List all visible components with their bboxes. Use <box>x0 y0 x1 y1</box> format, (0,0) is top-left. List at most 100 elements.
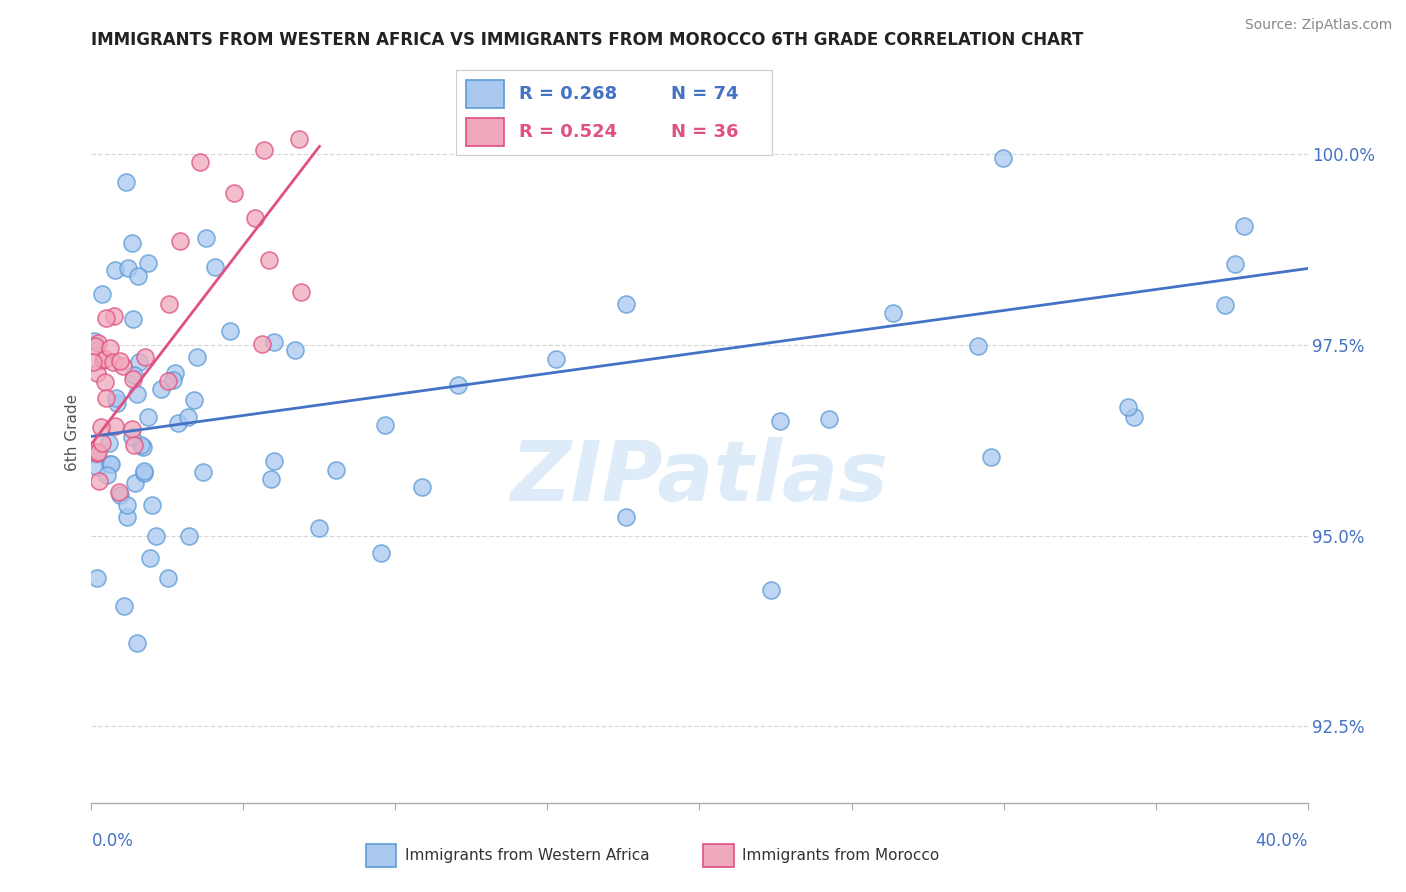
Point <box>98 457 121 471</box>
Point <box>98 341 121 355</box>
Text: Immigrants from Western Africa: Immigrants from Western Africa <box>405 848 650 863</box>
Point <box>117 260 139 275</box>
Point <box>882 306 904 320</box>
Point <box>121 430 143 444</box>
Point <box>132 464 155 478</box>
Point <box>1215 298 1237 312</box>
Point <box>86 366 108 380</box>
Point <box>374 417 396 432</box>
Point <box>108 488 131 502</box>
Point <box>87 444 110 458</box>
Point <box>165 366 187 380</box>
Point <box>112 359 135 374</box>
Point <box>253 144 276 158</box>
Point <box>1123 409 1146 424</box>
Point <box>104 392 127 406</box>
Point <box>145 529 167 543</box>
Point <box>128 354 150 368</box>
Point <box>127 636 149 650</box>
Point <box>136 410 159 425</box>
Point <box>288 132 311 146</box>
Point <box>121 235 143 250</box>
Point <box>759 582 782 597</box>
Point <box>127 387 149 401</box>
Point <box>122 371 145 385</box>
Point <box>108 484 131 499</box>
Text: 40.0%: 40.0% <box>1256 832 1308 850</box>
Point <box>141 499 163 513</box>
Point <box>115 499 138 513</box>
Point <box>325 463 347 477</box>
Point <box>91 287 114 301</box>
Point <box>122 368 145 382</box>
Point <box>166 416 188 430</box>
Text: 0.0%: 0.0% <box>91 832 134 850</box>
Point <box>169 234 191 248</box>
Point <box>243 211 266 226</box>
Point <box>183 392 205 407</box>
Point <box>769 414 792 428</box>
Text: Immigrants from Morocco: Immigrants from Morocco <box>742 848 939 863</box>
Point <box>127 268 149 283</box>
Text: Source: ZipAtlas.com: Source: ZipAtlas.com <box>1244 18 1392 32</box>
Point <box>546 351 568 366</box>
Point <box>263 454 285 468</box>
Point <box>156 570 179 584</box>
Point <box>447 378 470 392</box>
Point <box>993 152 1015 166</box>
Point <box>224 186 246 200</box>
Point <box>122 438 145 452</box>
Point <box>190 154 212 169</box>
Point <box>121 422 143 436</box>
Point <box>257 253 280 268</box>
Point <box>94 392 117 406</box>
Point <box>967 339 990 353</box>
Point <box>94 352 117 367</box>
Point <box>218 324 240 338</box>
Point <box>411 480 433 494</box>
Point <box>101 355 124 369</box>
Point <box>114 599 136 613</box>
Point <box>370 546 392 560</box>
Point <box>97 436 120 450</box>
Point <box>614 510 637 524</box>
Point <box>86 460 108 475</box>
Point <box>134 466 156 480</box>
Point <box>131 441 153 455</box>
Point <box>263 335 285 350</box>
Point <box>186 350 208 364</box>
Point <box>162 373 184 387</box>
Y-axis label: 6th Grade: 6th Grade <box>65 394 80 471</box>
Point <box>96 468 118 483</box>
Point <box>191 465 214 479</box>
Point <box>91 353 114 368</box>
Point <box>1225 257 1247 271</box>
Point <box>308 521 330 535</box>
Point <box>150 383 173 397</box>
Point <box>1233 219 1256 233</box>
Point <box>204 260 226 275</box>
Point <box>260 472 283 486</box>
Point <box>104 262 127 277</box>
Point <box>90 436 112 450</box>
Point <box>103 309 125 323</box>
Text: ZIPatlas: ZIPatlas <box>510 436 889 517</box>
Point <box>100 457 122 471</box>
Point <box>195 231 218 245</box>
Point <box>82 355 104 369</box>
Point <box>614 297 637 311</box>
Point <box>83 334 105 348</box>
Point <box>115 174 138 188</box>
Point <box>129 438 152 452</box>
Point <box>136 256 159 270</box>
Point <box>818 412 841 426</box>
Point <box>157 297 180 311</box>
Point <box>83 339 105 353</box>
Point <box>177 529 200 543</box>
Point <box>252 337 274 351</box>
Point <box>94 311 117 326</box>
Point <box>284 343 307 357</box>
Point <box>980 450 1002 464</box>
Point <box>134 351 156 365</box>
Point <box>87 335 110 350</box>
